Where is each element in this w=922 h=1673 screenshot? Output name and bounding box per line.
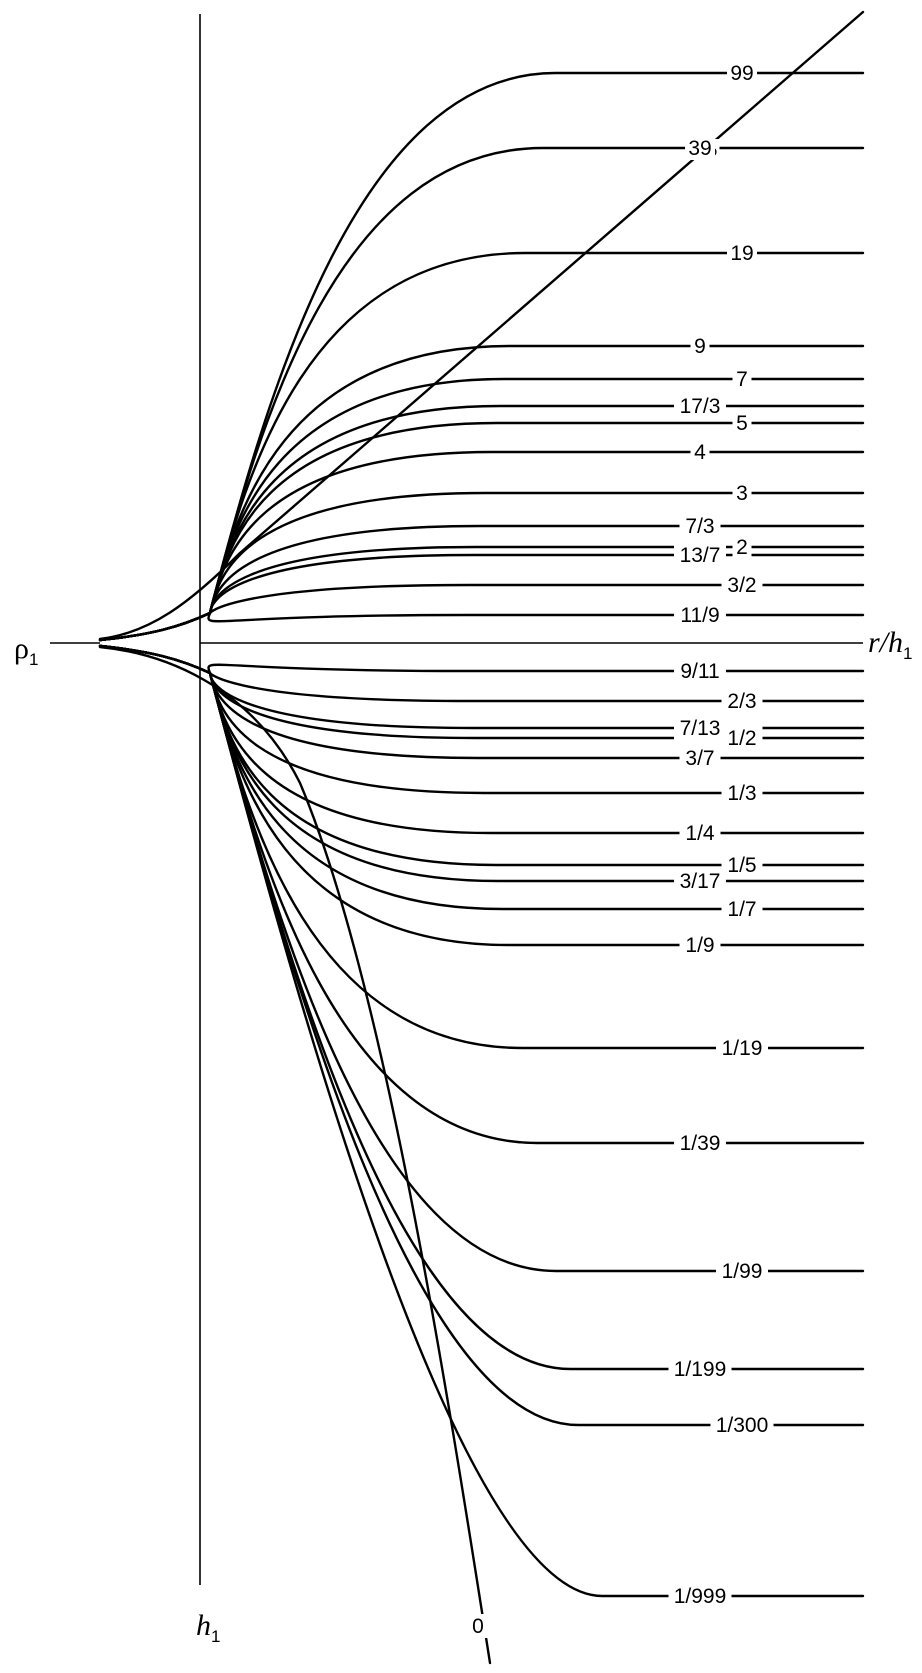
curve-label-1-5: 1/5 [727,854,756,877]
curve-label-1-7: 1/7 [727,898,756,921]
curve-label-3-7: 3/7 [685,747,714,770]
curve-label-bg-1-7 [721,897,763,921]
curve-17-3 [98,404,865,642]
curve-label-1-99: 1/99 [722,1260,763,1283]
curve-label-bg-1-3 [721,781,763,805]
curve-label-11-9: 11/9 [680,604,719,627]
curve-label-group: ∞9939199717/35437/3213/73/211/99/112/37/… [468,61,774,1638]
curve-label-7: 7 [736,368,748,391]
curve-label-bg-7-3 [679,514,721,538]
curve-label-7-3: 7/3 [685,515,714,538]
curve-label-bg-39 [685,136,715,160]
curve-label-bg-0 [468,1614,488,1638]
curve-label-0: 0 [472,1615,484,1638]
curve-label-bg-11-9 [674,603,726,627]
curve-label-bg-1-39 [674,1131,726,1155]
curve-label-1-19: 1/19 [722,1037,763,1060]
curve-9-11 [98,644,865,675]
curve-label-9-11: 9/11 [680,660,719,683]
curve-label-4: 4 [694,441,706,464]
curve-label-1-3: 1/3 [727,782,756,805]
curve-label-1-2: 1/2 [727,727,756,750]
curve-label-bg-19 [727,241,757,265]
curve-label-bg-99 [727,61,757,85]
curve-label-bg-5 [732,411,752,435]
curve-label-19: 19 [730,242,753,265]
curve-label-bg-17-3 [674,394,726,418]
curve-label-bg-1-2 [721,726,763,750]
curve-label-2: 2 [736,536,748,559]
curve-11-9 [98,611,865,642]
curve-39 [98,146,865,642]
curve-label-bg-1-99 [716,1259,768,1283]
curve-1-999 [98,644,865,1598]
curve-label-bg-2-3 [721,689,763,713]
curve-label-9: 9 [694,335,706,358]
curve-label-bg-9-11 [674,659,726,683]
curve-label-bg-3-17 [674,869,726,893]
curve-label-bg-1-4 [679,821,721,845]
curve-label-39: 39 [688,137,711,160]
curve-label-13-7: 13/7 [680,544,721,567]
curve-label-bg-3-2 [721,573,763,597]
curve-label-bg-1-19 [716,1036,768,1060]
h1-marker-label: h1 [196,1609,220,1646]
curve-label-bg-2 [732,535,752,559]
curve-label-1-39: 1/39 [680,1132,721,1155]
curve-label-3: 3 [736,482,748,505]
curve-label-bg-1-300 [710,1413,774,1437]
curve-label-bg-3-7 [679,746,721,770]
curve-label-3-2: 3/2 [727,574,756,597]
curve-label-1-999: 1/999 [674,1585,727,1608]
curve-label-bg-1-199 [668,1357,732,1381]
curve-label-bg-9 [690,334,710,358]
curve-label-1-199: 1/199 [674,1358,727,1381]
curve-label-bg-4 [690,440,710,464]
curve-label-5: 5 [736,412,748,435]
curve-label-1-300: 1/300 [716,1414,769,1437]
curve-label-bg-1-999 [668,1584,732,1608]
curve-label-17-3: 17/3 [680,395,721,418]
curve-label-99: 99 [730,62,753,85]
curve-label-1-4: 1/4 [685,822,715,845]
x-axis-label: r/h1 [868,626,912,663]
curve-5 [98,421,865,642]
curve-label-7-13: 7/13 [680,717,721,740]
curve-label-bg-1-5 [721,853,763,877]
curve-1-3 [98,644,865,795]
curve-label-bg-7-13 [674,716,726,740]
curve-3 [98,491,865,642]
curve-1-39 [98,644,865,1145]
curve-label-bg-13-7 [674,543,726,567]
curve-label-1-9: 1/9 [685,934,714,957]
curve-label-bg-3 [732,481,752,505]
curve-label-3-17: 3/17 [680,870,721,893]
y-axis-label: ρ1 [14,632,38,669]
curve-label-bg-7 [732,367,752,391]
curve-group [98,10,865,1665]
curve-1-300 [98,644,865,1427]
curve-label-2-3: 2/3 [727,690,756,713]
curve-label-bg-1-9 [679,933,721,957]
curve-0 [98,645,492,1665]
curve-infinity [98,10,865,641]
